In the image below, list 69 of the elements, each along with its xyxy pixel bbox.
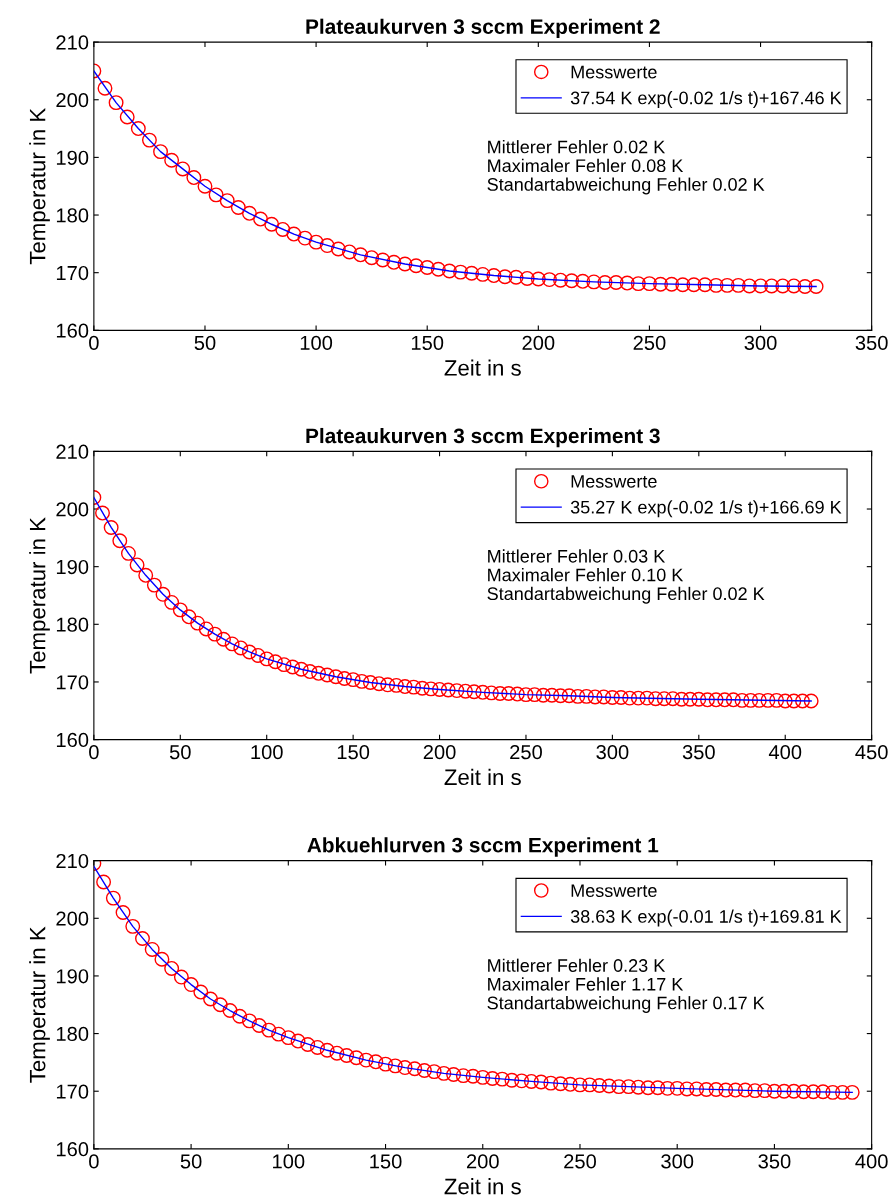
y-tick-label: 190 — [56, 559, 89, 575]
x-axis-title: Zeit in s — [444, 768, 521, 786]
y-axis-title: Temperatur in K — [29, 108, 50, 265]
x-axis-title: Zeit in s — [444, 359, 521, 376]
x-tick-label: 450 — [855, 744, 888, 760]
y-tick-label: 160 — [56, 323, 89, 338]
x-tick-label: 400 — [768, 744, 802, 760]
x-tick-label: 300 — [596, 744, 629, 760]
x-tick-label: 50 — [180, 1154, 202, 1169]
legend-label: Messwerte — [571, 475, 657, 488]
annotation: Mittlerer Fehler 0.03 K — [488, 549, 666, 563]
chart-title: Abkuehlurven 3 sccm Experiment 1 — [307, 837, 659, 857]
x-tick-label: 200 — [522, 335, 555, 350]
x-tick-label: 200 — [466, 1154, 499, 1169]
y-tick-label: 210 — [56, 444, 89, 459]
x-tick-label: 50 — [194, 335, 216, 350]
x-tick-label: 400 — [855, 1154, 888, 1169]
annotation: Maximaler Fehler 1.17 K — [488, 977, 684, 991]
x-tick-label: 150 — [370, 1154, 402, 1169]
x-tick-label: 300 — [744, 335, 777, 350]
y-tick-label: 180 — [56, 1026, 89, 1042]
y-tick-label: 200 — [56, 92, 89, 108]
annotation: Standartabweichung Fehler 0.02 K — [487, 177, 765, 195]
y-tick-label: 200 — [56, 502, 89, 517]
x-tick-label: 100 — [273, 1154, 305, 1169]
y-tick-label: 170 — [56, 1084, 89, 1099]
legend-label: 37.54 K exp(-0.02 1/s t)+167.46 K — [570, 91, 842, 108]
x-tick-label: 100 — [300, 335, 333, 350]
annotation: Mittlerer Fehler 0.02 K — [488, 140, 666, 154]
y-tick-label: 180 — [56, 208, 89, 223]
y-tick-label: 180 — [56, 617, 89, 632]
legend-label: Messwerte — [571, 65, 657, 79]
y-tick-label: 170 — [56, 675, 89, 690]
x-tick-label: 150 — [337, 744, 370, 760]
x-tick-label: 300 — [661, 1154, 694, 1169]
x-tick-label: 350 — [758, 1154, 791, 1169]
annotation: Maximaler Fehler 0.08 K — [488, 158, 684, 173]
x-tick-label: 150 — [411, 335, 444, 350]
y-tick-label: 190 — [56, 150, 89, 165]
x-tick-label: 0 — [89, 1154, 99, 1169]
y-axis-title: Temperatur in K — [29, 926, 50, 1083]
x-tick-label: 350 — [855, 335, 888, 350]
annotation: Maximaler Fehler 0.10 K — [488, 568, 684, 582]
x-tick-label: 250 — [510, 744, 542, 760]
y-tick-label: 210 — [56, 35, 89, 50]
y-tick-label: 170 — [56, 265, 89, 281]
y-tick-label: 210 — [56, 853, 89, 869]
x-axis-title: Zeit in s — [444, 1178, 521, 1195]
x-tick-label: 350 — [682, 744, 715, 760]
y-tick-label: 190 — [56, 969, 89, 984]
y-tick-label: 160 — [56, 732, 89, 748]
legend-label: 35.27 K exp(-0.02 1/s t)+166.69 K — [570, 500, 842, 518]
x-tick-label: 200 — [423, 744, 456, 760]
annotation: Standartabweichung Fehler 0.02 K — [487, 586, 765, 604]
annotation: Standartabweichung Fehler 0.17 K — [487, 996, 765, 1013]
chart-title: Plateaukurven 3 sccm Experiment 2 — [306, 18, 660, 39]
chart-title: Plateaukurven 3 sccm Experiment 3 — [306, 427, 660, 448]
legend-label: Messwerte — [571, 884, 657, 897]
y-axis-title: Temperatur in K — [29, 517, 50, 674]
x-tick-label: 0 — [89, 744, 99, 760]
x-tick-label: 50 — [169, 744, 191, 760]
y-tick-label: 200 — [56, 911, 89, 926]
x-tick-label: 250 — [633, 335, 666, 350]
x-tick-label: 0 — [89, 335, 99, 350]
x-tick-label: 250 — [564, 1154, 596, 1169]
annotation: Mittlerer Fehler 0.23 K — [488, 958, 666, 972]
x-tick-label: 100 — [251, 744, 283, 760]
legend-label: 38.63 K exp(-0.01 1/s t)+169.81 K — [570, 909, 842, 927]
y-tick-label: 160 — [56, 1142, 89, 1157]
